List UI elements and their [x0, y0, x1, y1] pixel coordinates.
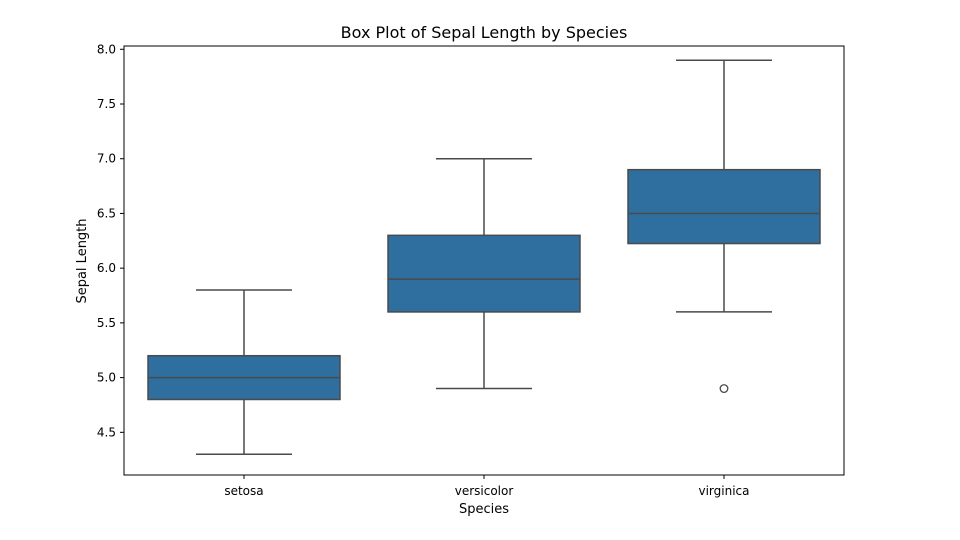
y-tick-label: 8.0: [97, 42, 116, 56]
box-iqr: [627, 168, 821, 245]
y-tick-label: 4.5: [97, 425, 116, 439]
y-axis: 4.5 5.0 5.5 6.0 6.5 7.0 7.5 8.0: [97, 42, 124, 439]
y-tick-label: 5.5: [97, 316, 116, 330]
box-iqr: [387, 234, 581, 313]
y-tick-label: 6.5: [97, 206, 116, 220]
x-tick-label: versicolor: [455, 484, 514, 498]
y-tick-label: 7.0: [97, 152, 116, 166]
chart-title: Box Plot of Sepal Length by Species: [341, 23, 628, 42]
x-tick-label: virginica: [699, 484, 750, 498]
box-group-virginica: [627, 59, 821, 393]
plot-area: [147, 59, 821, 455]
x-axis: setosa versicolor virginica: [224, 475, 750, 498]
box-group-setosa: [147, 289, 341, 455]
x-tick-label: setosa: [224, 484, 263, 498]
y-tick-label: 5.0: [97, 371, 116, 385]
y-tick-label: 6.0: [97, 261, 116, 275]
outlier-point: [719, 384, 729, 393]
y-tick-label: 7.5: [97, 97, 116, 111]
y-axis-label: Sepal Length: [75, 218, 90, 303]
box-group-versicolor: [387, 157, 581, 390]
x-axis-label: Species: [459, 502, 509, 517]
